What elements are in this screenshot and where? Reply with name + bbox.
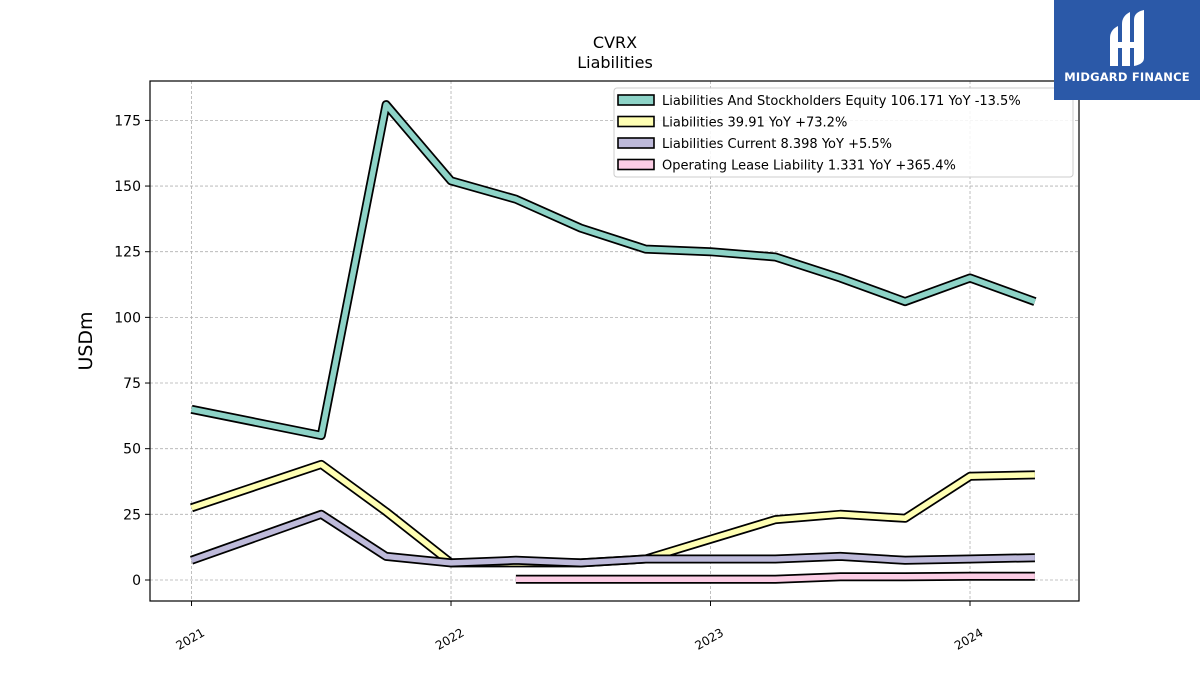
legend-label-2: Liabilities Current 8.398 YoY +5.5%	[662, 137, 892, 152]
y-tick-label: 150	[114, 179, 141, 195]
x-tick-label: 2024	[952, 625, 985, 652]
y-tick-label: 25	[123, 507, 141, 523]
series-line-outline-2	[189, 509, 1035, 568]
series-line-2	[190, 511, 1035, 566]
legend-swatch-2	[617, 137, 655, 149]
y-tick-label: 100	[114, 310, 141, 326]
legend-swatch-1	[617, 115, 655, 128]
chart-subtitle: Liabilities	[577, 53, 653, 72]
chart-title: CVRX	[593, 33, 637, 52]
series-line-0	[190, 101, 1036, 439]
plot-frame	[149, 80, 1080, 602]
legend-label-1: Liabilities 39.91 YoY +73.2%	[662, 116, 847, 131]
x-tick-label: 2022	[433, 625, 466, 652]
axis-ticks: 0 25 50 75 100 125 150 175 2021 2022 2023 2024	[114, 113, 985, 652]
legend-box	[613, 87, 1074, 178]
y-tick-label: 50	[123, 442, 141, 458]
y-tick-label: 175	[114, 113, 141, 129]
y-tick-label: 0	[132, 573, 141, 589]
brand-logo-text: MIDGARD FINANCE	[1064, 70, 1190, 84]
x-tick-label: 2021	[174, 625, 207, 652]
legend: Liabilities And Stockholders Equity 106.…	[613, 87, 1074, 178]
series-lines	[189, 100, 1037, 584]
legend-swatch-3	[617, 158, 655, 171]
brand-logo: MIDGARD FINANCE	[1054, 0, 1200, 100]
midgard-logo-icon	[1110, 10, 1144, 66]
series-line-3	[515, 573, 1035, 582]
legend-label-0: Liabilities And Stockholders Equity 106.…	[662, 94, 1021, 109]
x-tick-label: 2023	[693, 625, 726, 652]
y-tick-label: 75	[123, 376, 141, 392]
y-axis-label: USDm	[75, 311, 97, 370]
legend-label-3: Operating Lease Liability 1.331 YoY +365…	[662, 159, 956, 174]
y-tick-label: 125	[114, 245, 141, 261]
legend-swatch-0	[617, 94, 655, 106]
